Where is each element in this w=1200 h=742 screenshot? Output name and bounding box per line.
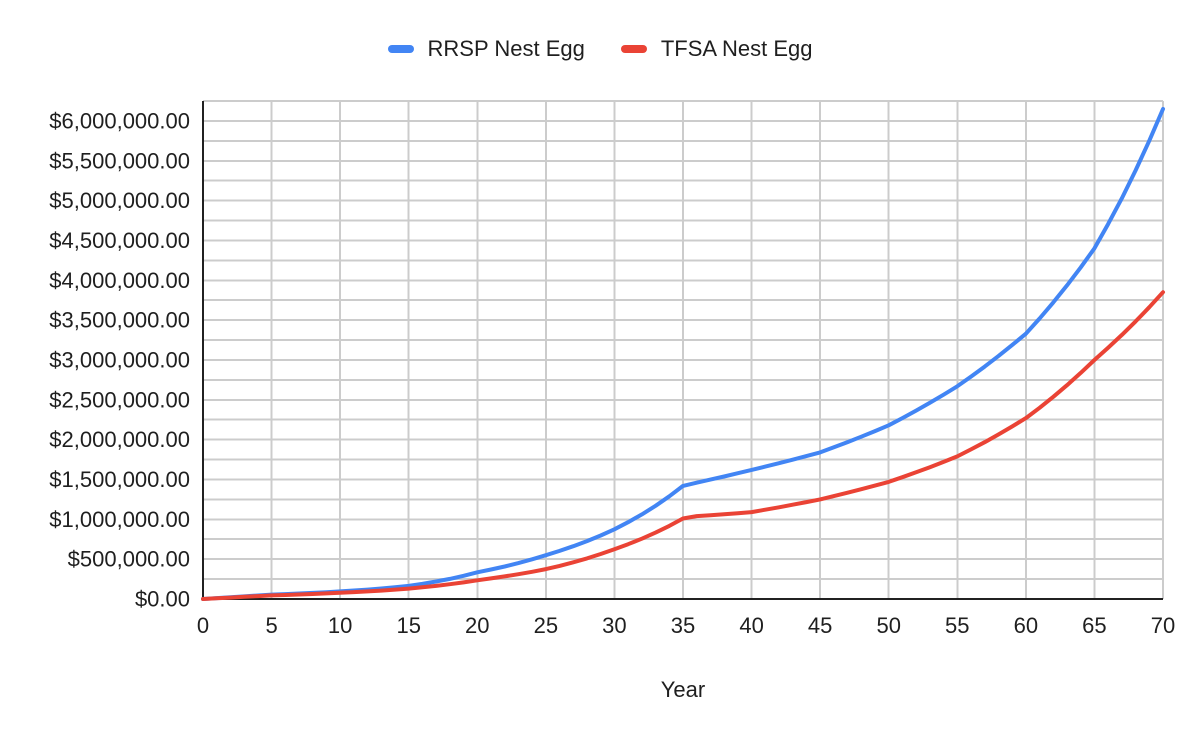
y-axis-tick-label: $2,500,000.00 (49, 387, 190, 412)
x-axis-tick-label: 0 (197, 613, 209, 638)
x-axis-tick-label: 15 (396, 613, 420, 638)
x-axis-tick-label: 20 (465, 613, 489, 638)
legend-label-tfsa: TFSA Nest Egg (660, 36, 813, 61)
x-axis-tick-label: 70 (1151, 613, 1175, 638)
legend-item-tfsa[interactable]: TFSA Nest Egg (620, 33, 813, 65)
y-axis-tick-label: $500,000.00 (68, 547, 190, 572)
x-axis-tick-label: 35 (671, 613, 695, 638)
x-axis-tick-label: 65 (1082, 613, 1106, 638)
y-axis-tick-label: $5,000,000.00 (49, 188, 190, 213)
tfsa-nest-egg-line (201, 290, 1165, 601)
rrsp-series-swatch-icon (387, 45, 414, 53)
x-axis-title: Year (661, 677, 705, 702)
x-axis-tick-label: 25 (534, 613, 558, 638)
x-axis-tick-label: 5 (265, 613, 277, 638)
y-axis-tick-label: $6,000,000.00 (49, 108, 190, 133)
y-axis-tick-label: $2,000,000.00 (49, 427, 190, 452)
x-axis-tick-label: 10 (328, 613, 352, 638)
x-axis-tick-label: 55 (945, 613, 969, 638)
y-axis-tick-label: $1,500,000.00 (49, 467, 190, 492)
tfsa-series-swatch-icon (620, 45, 647, 53)
chart-legend: RRSP Nest Egg TFSA Nest Egg (0, 33, 1200, 65)
y-axis-tick-label: $4,500,000.00 (49, 228, 190, 253)
x-axis-tick-label: 50 (876, 613, 900, 638)
x-axis-tick-label: 40 (739, 613, 763, 638)
x-axis-tick-label: 30 (602, 613, 626, 638)
y-axis-tick-label: $4,000,000.00 (49, 268, 190, 293)
y-axis-tick-label: $3,500,000.00 (49, 308, 190, 333)
y-axis-tick-label: $1,000,000.00 (49, 507, 190, 532)
x-axis-tick-label: 45 (808, 613, 832, 638)
legend-label-rrsp: RRSP Nest Egg (427, 36, 585, 61)
x-axis-tick-label: 60 (1014, 613, 1038, 638)
y-axis-tick-label: $0.00 (135, 587, 190, 612)
y-axis-tick-label: $3,000,000.00 (49, 347, 190, 372)
y-axis-tick-label: $5,500,000.00 (49, 148, 190, 173)
legend-item-rrsp[interactable]: RRSP Nest Egg (387, 33, 585, 65)
